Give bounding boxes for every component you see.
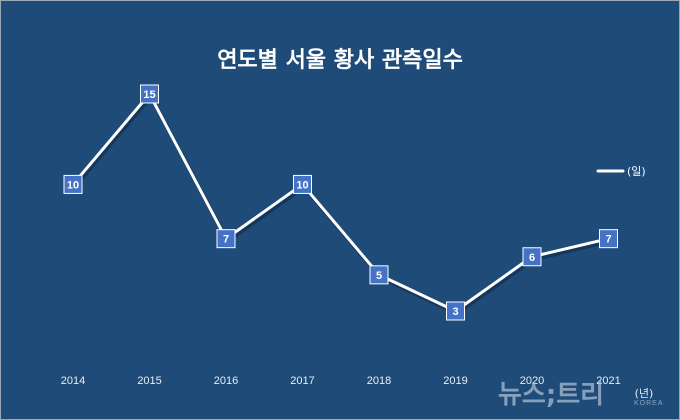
data-label: 3 — [452, 306, 458, 318]
legend: (일) — [596, 164, 646, 178]
x-tick-label: 2017 — [290, 375, 314, 387]
data-point — [369, 265, 389, 285]
data-label: 15 — [143, 89, 155, 101]
series-line-group — [71, 92, 611, 316]
series-line-shadow — [72, 94, 611, 316]
series-line — [71, 92, 610, 313]
data-point — [293, 174, 312, 194]
data-point — [522, 247, 542, 267]
x-tick-label: 2019 — [443, 375, 467, 387]
data-markers: 10 15 7 10 5 3 6 7 — [63, 84, 618, 321]
watermark-sub: KOREA — [634, 400, 664, 407]
data-point — [216, 229, 236, 249]
data-point — [63, 174, 83, 194]
x-axis-unit-label: (년) — [635, 387, 654, 400]
data-point — [140, 84, 159, 104]
data-label: 5 — [376, 270, 382, 282]
x-tick-label: 2021 — [596, 375, 620, 387]
watermark: 뉴스;트리 KOREA — [498, 380, 664, 410]
x-tick-label: 2016 — [214, 375, 238, 387]
x-tick-label: 2018 — [367, 375, 391, 387]
data-label: 10 — [67, 179, 79, 191]
watermark-text: 뉴스;트리 — [498, 380, 604, 410]
data-point — [446, 301, 465, 321]
data-label: 6 — [529, 252, 535, 264]
x-tick-label: 2020 — [520, 375, 544, 387]
data-point — [599, 229, 618, 249]
chart-title: 연도별 서울 황사 관측일수 — [217, 48, 463, 73]
data-label: 10 — [296, 179, 308, 191]
data-label: 7 — [605, 234, 611, 246]
data-label: 7 — [223, 234, 229, 246]
x-axis-ticks: 2014 2015 2016 2017 2018 2019 2020 2021 — [61, 375, 621, 387]
x-tick-label: 2014 — [61, 375, 85, 387]
legend-label: (일) — [627, 164, 646, 178]
x-tick-label: 2015 — [137, 375, 161, 387]
